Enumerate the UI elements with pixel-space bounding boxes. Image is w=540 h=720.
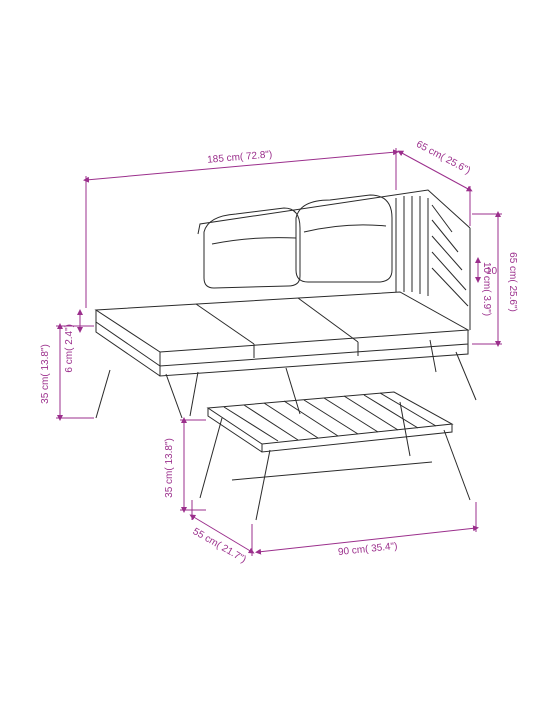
label-table-height: 35 cm( 13.8") [164,438,175,498]
label-seat-cush: 6 cm( 2.4") [64,324,75,373]
dim-table-width: 90 cm( 35.4") [258,502,476,558]
label-cushion-thk: 10 cm( 3.9") [481,262,492,316]
dim-back-height: 65 cm( 25.6") [472,214,518,344]
dim-width-overall: 185 cm( 72.8") [86,148,396,308]
dimension-annotations: 185 cm( 72.8") 65 cm( 25.6") 65 cm( 25.6… [40,139,518,566]
label-width-overall: 185 cm( 72.8") [207,149,273,166]
dim-table-height: 35 cm( 13.8") [164,420,206,510]
label-seat-height-left: 35 cm( 13.8") [40,344,51,404]
label-table-width: 90 cm( 35.4") [337,541,398,558]
dim-seat-cush: 6 cm( 2.4") [64,312,80,373]
dim-cushion-thk: 10 10 cm( 3.9") [478,260,498,316]
label-depth-top: 65 cm( 25.6") [414,139,472,177]
furniture-outline [96,190,476,520]
label-back-height: 65 cm( 25.6") [507,252,518,312]
dim-depth-top: 65 cm( 25.6") [400,139,472,226]
dimension-diagram: 185 cm( 72.8") 65 cm( 25.6") 65 cm( 25.6… [0,0,540,720]
